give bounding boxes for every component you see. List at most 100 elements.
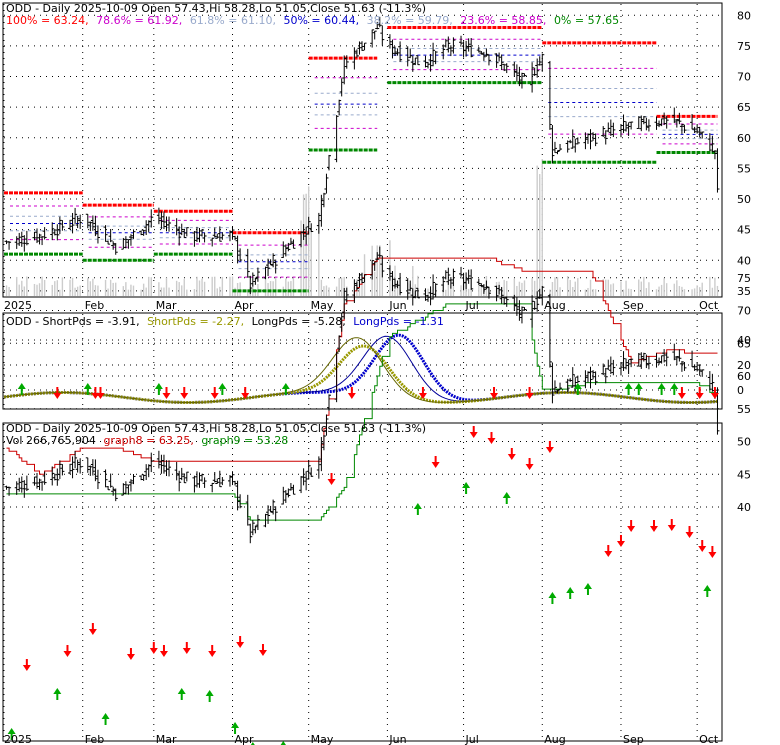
volume-bar (335, 286, 338, 296)
sell-arrow-p3 (149, 642, 158, 654)
volume-bar (551, 282, 554, 296)
volume-bar (648, 282, 650, 296)
volume-bar (229, 276, 231, 296)
volume-bar (71, 277, 74, 296)
longpds-label-2: LongPds = -1.31 (353, 315, 444, 328)
y-tick-p1: 55 (737, 162, 751, 175)
volume-bar (589, 279, 592, 296)
volume-bar (196, 276, 198, 296)
buy-arrow-p3 (250, 742, 255, 745)
y-tick-p3: 70 (737, 305, 751, 318)
sell-arrow-p3 (22, 659, 31, 671)
x-tick-p1: Sep (623, 299, 644, 312)
x-tick-p3: 2025 (4, 733, 32, 745)
volume-bar (318, 222, 320, 296)
sell-arrow-p3 (431, 456, 440, 468)
y-tick-p1: 50 (737, 193, 751, 206)
volume-bar (523, 280, 526, 296)
sell-arrow-p3 (604, 545, 613, 557)
buy-arrow-p2 (154, 383, 163, 395)
volume-bar (221, 276, 224, 296)
volume-bar (414, 284, 417, 296)
x-tick-p1: Apr (235, 299, 255, 312)
x-tick-p3: Sep (623, 733, 644, 745)
x-tick-p1: May (311, 299, 334, 312)
oscillator-lines (3, 333, 719, 404)
y-tick-p1: 70 (737, 71, 751, 84)
volume-bar (607, 279, 609, 296)
buy-arrow-p3 (177, 688, 186, 700)
buy-arrow-p2 (670, 383, 679, 395)
x-tick-p1: Mar (156, 299, 177, 312)
volume-bar (518, 281, 521, 296)
buy-arrow-p3 (502, 492, 511, 504)
buy-arrow-p3 (566, 587, 575, 599)
volume-bar (122, 286, 125, 296)
buy-arrow-p3 (548, 592, 557, 604)
volume-bar (201, 278, 203, 296)
volume-bar (219, 286, 221, 296)
panel2-frame (2, 312, 723, 410)
x-tick-p3: Feb (85, 733, 104, 745)
volume-bar (145, 287, 147, 296)
price-bars-top (4, 16, 720, 295)
volume-bar (231, 276, 234, 296)
volume-bar (452, 277, 455, 296)
volume-bar (516, 285, 518, 296)
volume-bar (709, 276, 711, 296)
x-tick-p1: Jun (388, 299, 406, 312)
sell-arrow-p3 (649, 520, 658, 532)
sell-arrow-p2 (525, 387, 534, 399)
volume-bar (612, 283, 615, 296)
volume-bar (178, 282, 180, 296)
fib-382-label: 38.2% = 59.79, (367, 14, 453, 27)
volume-bar (572, 287, 574, 296)
sell-arrow-p3 (63, 645, 72, 657)
x-tick-p3: Apr (235, 733, 255, 745)
buy-arrow-p3 (7, 728, 16, 740)
volume-bar (56, 280, 59, 296)
volume-bar (716, 285, 719, 296)
volume-bar (274, 277, 277, 296)
volume-bar (272, 281, 274, 296)
volume-bar (198, 280, 201, 296)
sell-arrow-p2 (210, 387, 219, 399)
sell-arrow-p3 (708, 546, 717, 558)
volume-bar (379, 245, 381, 296)
volume-bar (5, 285, 8, 296)
volume-bar (51, 284, 53, 296)
shortpds-label-1: ODD - ShortPds = -3.91, (6, 315, 140, 328)
buy-arrow-p3 (583, 583, 592, 595)
volume-bar (673, 283, 675, 296)
y-tick-p3: 50 (737, 436, 751, 449)
sell-arrow-p3 (159, 645, 168, 657)
sell-arrow-p3 (698, 540, 707, 552)
graph8-label: graph8 = 63.25, (103, 434, 193, 447)
buy-arrow-p3 (101, 713, 110, 725)
x-tick-p1: Feb (85, 299, 104, 312)
volume-bar (691, 289, 693, 296)
panel3-frame (2, 422, 723, 742)
volume-bar (132, 285, 135, 296)
volume-bar (33, 283, 36, 296)
buy-arrow-p3 (462, 482, 471, 494)
volume-bar (610, 284, 612, 296)
volume-bar (38, 283, 41, 296)
volume-bar (584, 289, 587, 296)
volume-bar (328, 287, 330, 296)
longpds-label-1: LongPds = -5.28, (252, 315, 346, 328)
sell-arrow-p3 (616, 535, 625, 547)
graph-lines (6, 257, 718, 521)
buy-arrow-p3 (413, 503, 422, 515)
volume-bar (577, 278, 579, 296)
volume-bar (216, 288, 218, 296)
volume-bar (125, 282, 127, 296)
volume-bar (640, 281, 642, 296)
panel1-title: ODD - Daily 2025-10-09 Open 57.43,Hi 58.… (6, 2, 426, 15)
volume-bar (539, 174, 541, 296)
volume-bar (663, 278, 665, 296)
volume-bar (36, 284, 38, 296)
y-tick-p3: 55 (737, 403, 751, 416)
volume-bar (69, 279, 71, 296)
